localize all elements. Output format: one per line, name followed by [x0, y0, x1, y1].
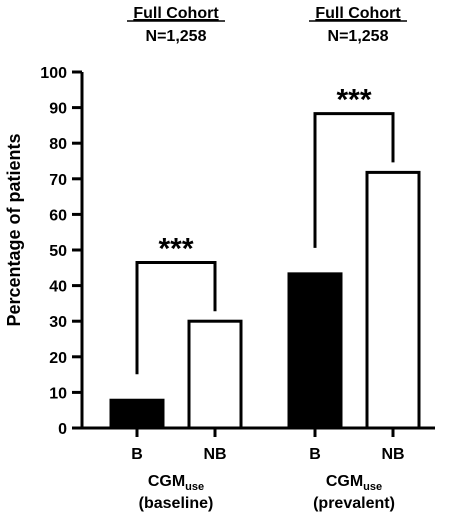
y-tick-label: 80 — [49, 136, 67, 153]
x-category-label: B — [131, 446, 143, 463]
y-tick-label: 20 — [49, 350, 67, 367]
group-header: Full Cohort — [315, 5, 401, 22]
x-category-label: NB — [203, 446, 226, 463]
group-label: CGMuse — [148, 473, 204, 493]
group-header: Full Cohort — [133, 5, 219, 22]
y-tick-label: 90 — [49, 101, 67, 118]
significance-marker: *** — [336, 84, 371, 117]
y-tick-label: 100 — [40, 65, 67, 82]
y-tick-label: 0 — [58, 421, 67, 438]
bar-nb — [365, 170, 421, 430]
significance-brackets: *** *** — [135, 84, 395, 375]
y-tick-label: 30 — [49, 314, 67, 331]
y-tick-label: 40 — [49, 279, 67, 296]
significance-marker: *** — [158, 232, 193, 265]
bar-b — [109, 398, 165, 430]
significance-bracket — [135, 260, 217, 375]
y-axis-label: Percentage of patients — [4, 133, 24, 326]
y-tick-label: 10 — [49, 385, 67, 402]
significance-bracket — [313, 112, 395, 248]
x-category-label: NB — [381, 446, 404, 463]
x-category-label: B — [309, 446, 321, 463]
y-axis: 0 10 20 30 40 50 60 70 80 90 100 — [40, 65, 84, 438]
group-label-paren: (prevalent) — [313, 495, 395, 512]
group-label-paren: (baseline) — [139, 495, 214, 512]
y-tick-label: 50 — [49, 243, 67, 260]
bar-b — [287, 272, 343, 430]
group-headers: Full Cohort N=1,258 Full Cohort N=1,258 — [127, 5, 407, 45]
y-tick-label: 70 — [49, 172, 67, 189]
x-axis: B NB CGMuse (baseline) B NB CGMuse (prevalent) — [80, 426, 435, 512]
group-n-label: N=1,258 — [328, 28, 389, 45]
bars — [109, 170, 421, 430]
y-tick-label: 60 — [49, 207, 67, 224]
group-label: CGMuse — [326, 473, 382, 493]
group-n-label: N=1,258 — [146, 28, 207, 45]
bar-nb — [187, 319, 243, 430]
